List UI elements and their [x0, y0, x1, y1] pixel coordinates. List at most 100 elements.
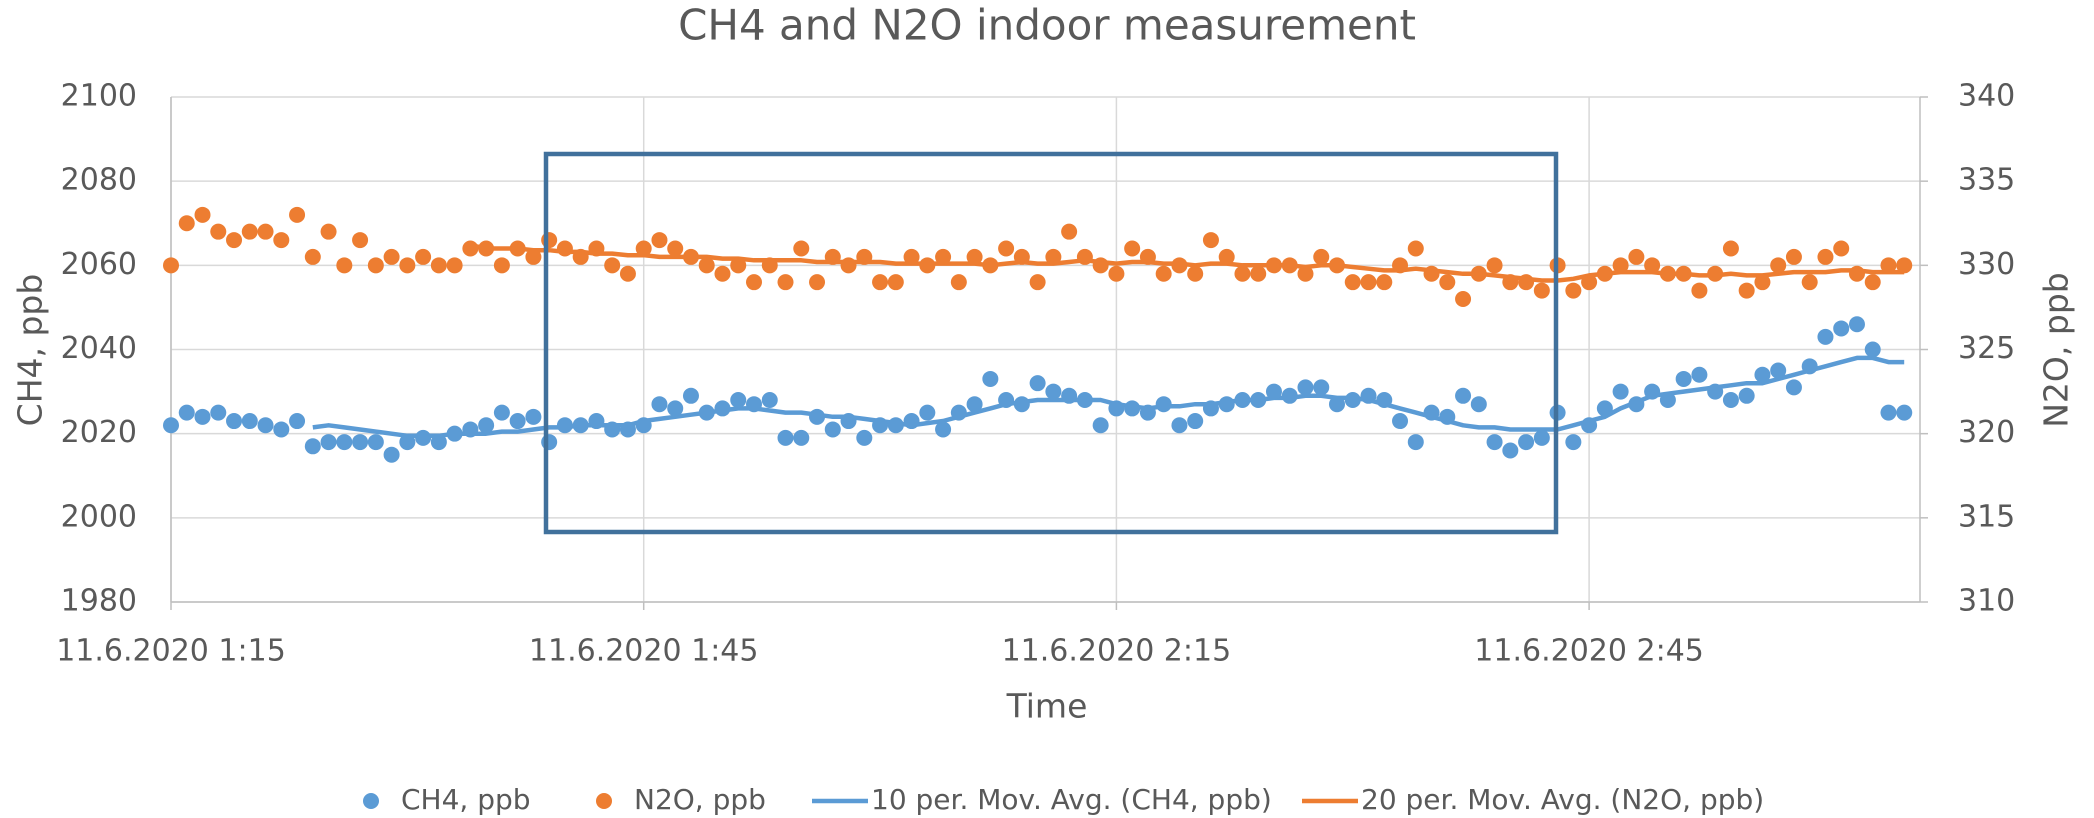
data-point	[1029, 375, 1046, 392]
data-point	[824, 421, 841, 438]
data-point	[746, 274, 762, 291]
data-point	[856, 248, 873, 265]
data-point	[1297, 265, 1314, 282]
data-point	[430, 257, 447, 274]
data-point	[1896, 257, 1913, 274]
data-point	[1392, 413, 1409, 430]
data-point	[966, 248, 983, 265]
legend-label: CH4, ppb	[401, 783, 531, 816]
x-axis-title: Time	[1006, 687, 1088, 726]
data-point	[682, 387, 699, 404]
data-point	[809, 408, 826, 425]
data-point	[1722, 240, 1739, 257]
data-point	[1171, 417, 1188, 434]
data-point	[1612, 257, 1629, 274]
data-point	[1360, 387, 1377, 404]
data-point	[1013, 248, 1030, 265]
data-point	[1061, 223, 1078, 240]
data-point	[1644, 257, 1661, 274]
data-point	[178, 404, 195, 421]
data-point	[1187, 413, 1204, 430]
data-point	[1707, 383, 1724, 400]
data-point	[619, 265, 636, 282]
legend-label: 20 per. Mov. Avg. (N2O, ppb)	[1361, 783, 1764, 816]
data-point	[1518, 274, 1535, 291]
data-point	[1691, 366, 1708, 383]
data-point	[1502, 442, 1519, 459]
data-point	[651, 396, 668, 413]
data-point	[304, 248, 321, 265]
data-point	[1754, 274, 1771, 291]
legend-swatch	[363, 793, 379, 809]
data-point	[320, 223, 337, 240]
y2-axis-title: N2O, ppb	[2037, 272, 2076, 427]
data-point	[1202, 232, 1219, 249]
data-point	[1265, 383, 1282, 400]
data-point	[1329, 396, 1345, 413]
data-point	[399, 434, 416, 451]
data-point	[635, 240, 652, 257]
data-point	[1864, 274, 1881, 291]
data-point	[1754, 366, 1771, 383]
data-point	[1896, 404, 1913, 421]
data-point	[1691, 282, 1708, 299]
data-point	[430, 434, 447, 451]
data-point	[1470, 396, 1487, 413]
data-point	[1392, 257, 1409, 274]
data-point	[1329, 257, 1345, 274]
y2-tick-label: 325	[1958, 331, 2015, 366]
data-point	[1581, 417, 1598, 434]
data-point	[1880, 257, 1897, 274]
y2-tick-label: 310	[1958, 584, 2015, 619]
data-point	[761, 257, 778, 274]
data-point	[982, 257, 999, 274]
data-point	[336, 257, 353, 274]
data-point	[604, 421, 621, 438]
data-point	[1281, 387, 1298, 404]
data-point	[793, 240, 810, 257]
data-point	[541, 434, 558, 451]
data-point	[651, 232, 668, 249]
data-point	[163, 417, 179, 434]
data-point	[226, 232, 243, 249]
data-point	[210, 223, 227, 240]
data-point	[1313, 248, 1330, 265]
highlight-box	[543, 151, 1559, 535]
data-point	[478, 417, 495, 434]
y-tick-label: 2040	[61, 331, 137, 366]
data-point	[257, 223, 274, 240]
legend: CH4, ppb N2O, ppb 10 per. Mov. Avg. (CH4, …	[363, 783, 1764, 816]
data-point	[824, 248, 841, 265]
data-point	[1045, 383, 1062, 400]
data-point	[241, 413, 258, 430]
data-point	[241, 223, 258, 240]
data-point	[1124, 240, 1141, 257]
data-point	[493, 404, 510, 421]
data-point	[1817, 328, 1834, 345]
data-point	[635, 417, 652, 434]
data-point	[1281, 257, 1298, 274]
data-point	[556, 417, 573, 434]
data-point	[1124, 400, 1141, 417]
data-point	[619, 421, 636, 438]
y-tick-label: 2020	[61, 415, 137, 450]
data-point	[415, 248, 432, 265]
data-point	[1076, 248, 1093, 265]
data-point	[1612, 383, 1629, 400]
data-point	[1817, 248, 1834, 265]
data-point	[872, 417, 889, 434]
data-point	[1218, 248, 1235, 265]
data-point	[1297, 379, 1314, 396]
legend-label: 10 per. Mov. Avg. (CH4, ppb)	[871, 783, 1272, 816]
data-point	[588, 240, 605, 257]
data-point	[1848, 265, 1865, 282]
data-point	[525, 248, 542, 265]
data-point	[352, 232, 369, 249]
data-point	[1848, 316, 1865, 333]
data-point	[1108, 265, 1125, 282]
data-point	[1108, 400, 1125, 417]
data-point	[163, 257, 179, 274]
data-point	[588, 413, 605, 430]
data-point	[1139, 248, 1156, 265]
